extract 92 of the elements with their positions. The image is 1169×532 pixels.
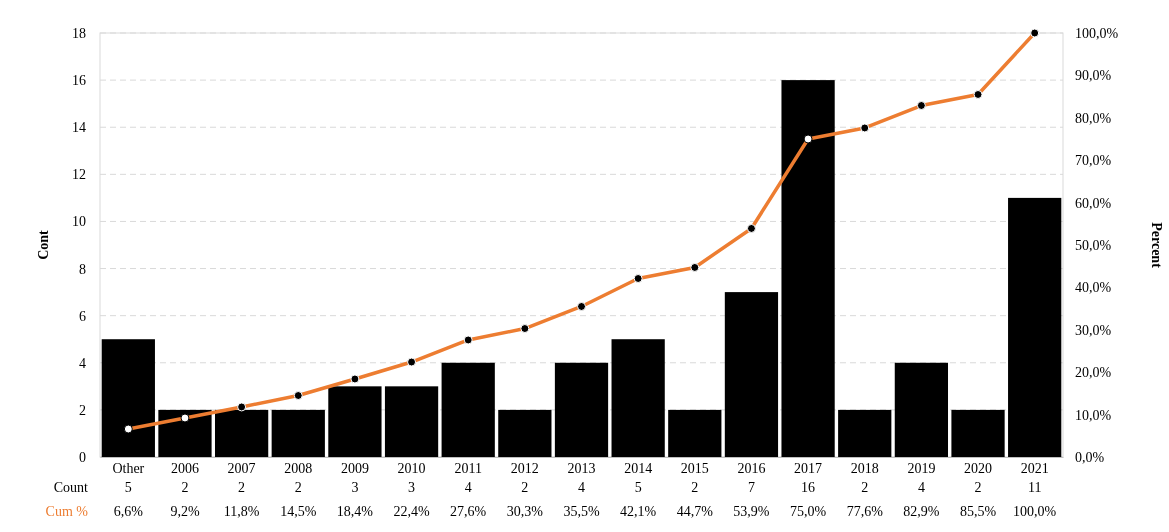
y2-tick-label: 100,0% xyxy=(1075,25,1119,41)
x-tick-label: 2014 xyxy=(624,460,653,476)
bar xyxy=(781,80,835,457)
y2-tick-label: 50,0% xyxy=(1075,237,1112,253)
data-label: 2 xyxy=(974,480,982,495)
x-tick-label: 2009 xyxy=(340,460,369,476)
x-tick-label: 2010 xyxy=(397,460,426,476)
data-label: 11 xyxy=(1027,480,1042,495)
data-label: 30,3% xyxy=(506,504,544,519)
data-label: 3 xyxy=(351,480,359,495)
y-tick-label: 10 xyxy=(72,214,86,230)
data-label: 9,2% xyxy=(170,504,200,519)
bar xyxy=(271,409,325,457)
y2-tick-label: 60,0% xyxy=(1075,195,1112,211)
data-label: 2 xyxy=(521,480,529,495)
y2-tick-label: 10,0% xyxy=(1075,407,1112,423)
y-tick-label: 12 xyxy=(72,167,86,183)
x-tick-label: Other xyxy=(112,460,145,476)
data-label: 27,6% xyxy=(450,504,487,519)
y2-tick-label: 90,0% xyxy=(1075,68,1112,84)
data-label: 2 xyxy=(238,480,246,495)
data-label: 35,5% xyxy=(563,504,600,519)
y2-tick-label: 0,0% xyxy=(1075,449,1105,465)
bar xyxy=(724,292,779,457)
data-label: 3 xyxy=(408,480,416,495)
data-label: 2 xyxy=(861,480,869,495)
y2-tick-label: 80,0% xyxy=(1075,110,1112,126)
data-label: 7 xyxy=(747,480,755,495)
data-label: 11,8% xyxy=(223,504,260,519)
data-label: 14,5% xyxy=(280,504,317,519)
y-tick-label: 2 xyxy=(79,402,86,418)
bar xyxy=(328,386,382,457)
x-tick-label: 2008 xyxy=(284,460,313,476)
text: Cum % xyxy=(45,504,89,519)
data-label: 22,4% xyxy=(393,504,430,519)
bar xyxy=(611,339,665,457)
y-tick-label: 6 xyxy=(79,308,86,324)
y2-axis-title: Percent xyxy=(1149,222,1164,269)
bar xyxy=(951,409,1005,457)
data-label: 4 xyxy=(464,480,472,495)
x-tick-label: 2020 xyxy=(964,460,993,476)
bar xyxy=(894,362,949,457)
data-label: 44,7% xyxy=(676,504,714,519)
y-tick-label: 14 xyxy=(72,120,86,136)
y2-tick-label: 40,0% xyxy=(1075,280,1112,296)
x-tick-label: 2006 xyxy=(170,460,199,476)
bar xyxy=(1008,197,1062,457)
y-tick-label: 16 xyxy=(72,73,86,89)
data-label: 5 xyxy=(634,480,642,495)
data-label: 42,1% xyxy=(620,504,657,519)
series-label: Count xyxy=(53,480,89,495)
data-label: 4 xyxy=(917,480,925,495)
x-tick-label: 2012 xyxy=(510,460,539,476)
x-tick-label: 2019 xyxy=(907,460,936,476)
y-tick-label: 4 xyxy=(79,355,86,371)
data-label: 75,0% xyxy=(790,504,827,519)
x-tick-label: 2013 xyxy=(567,460,596,476)
x-tick-label: 2011 xyxy=(454,460,482,476)
data-label: 53,9% xyxy=(733,504,770,519)
data-label: 2 xyxy=(691,480,699,495)
bar xyxy=(384,386,439,457)
y-tick-label: 8 xyxy=(79,261,86,277)
y2-tick-label: 20,0% xyxy=(1075,365,1112,381)
data-label: 100,0% xyxy=(1013,504,1057,519)
data-label: 18,4% xyxy=(336,504,374,519)
y-tick-label: 0 xyxy=(79,449,86,465)
x-tick-label: 2021 xyxy=(1020,460,1049,476)
x-tick-label: 2015 xyxy=(680,460,709,476)
bar xyxy=(441,362,495,457)
data-label: 77,6% xyxy=(846,504,884,519)
data-label: 85,5% xyxy=(959,504,997,519)
data-label: 4 xyxy=(578,480,585,495)
data-label: 5 xyxy=(124,480,132,495)
data-label: 2 xyxy=(181,480,189,495)
bar xyxy=(668,409,722,457)
x-tick-label: 2018 xyxy=(850,460,879,476)
data-label: 16 xyxy=(801,480,816,495)
y2-tick-label: 70,0% xyxy=(1075,153,1112,169)
bar xyxy=(158,409,212,457)
data-label: 2 xyxy=(294,480,302,495)
data-label: 82,9% xyxy=(903,504,940,519)
bar xyxy=(101,339,155,457)
bar xyxy=(838,409,892,457)
y-axis-title: Cont xyxy=(36,229,51,260)
x-tick-label: 2017 xyxy=(794,460,823,476)
bar xyxy=(498,409,552,457)
y-tick-label: 18 xyxy=(72,25,86,41)
y2-tick-label: 30,0% xyxy=(1075,322,1112,338)
x-tick-label: 2007 xyxy=(227,460,256,476)
x-tick-label: 2016 xyxy=(737,460,766,476)
bar xyxy=(554,362,609,457)
data-label: 6,6% xyxy=(113,504,144,519)
